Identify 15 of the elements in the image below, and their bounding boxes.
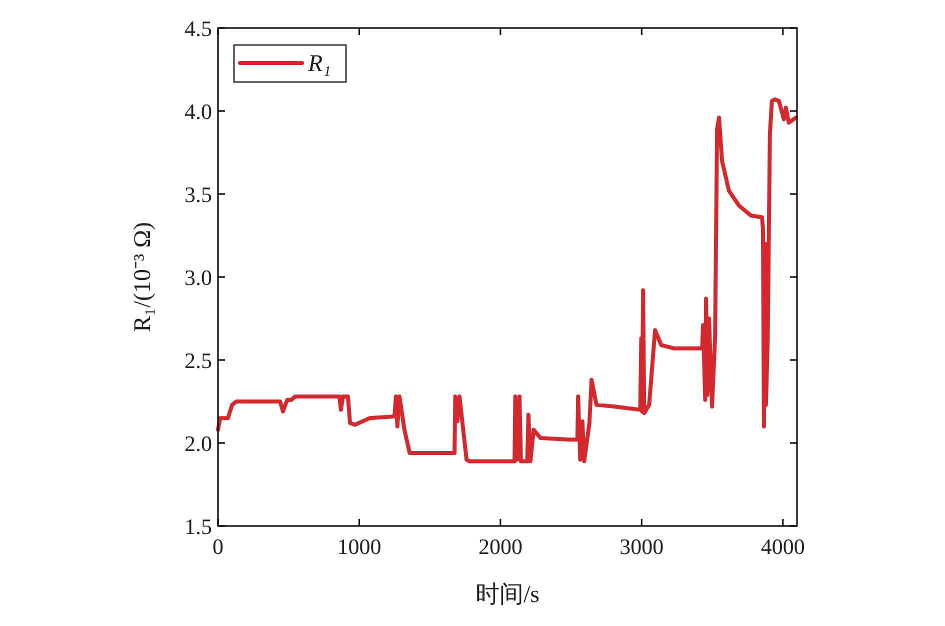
y-tick-label: 3.0 (184, 265, 212, 290)
y-axis-title: R₁/(10⁻³ Ω) (130, 222, 156, 332)
x-axis-title: 时间/s (475, 582, 540, 608)
y-tick-label: 4.0 (184, 99, 212, 124)
x-tick-label: 4000 (760, 534, 805, 559)
x-tick-label: 2000 (478, 534, 522, 559)
x-tick-label: 1000 (337, 534, 382, 559)
y-tick-label: 3.5 (184, 182, 212, 207)
y-tick-label: 2.5 (184, 348, 212, 373)
y-tick-label: 4.5 (184, 16, 212, 41)
x-tick-label: 0 (212, 534, 224, 559)
y-tick-label: 1.5 (184, 514, 212, 539)
x-tick-label: 3000 (620, 534, 664, 559)
y-tick-label: 2.0 (184, 431, 212, 456)
legend-label: R₁ (307, 51, 332, 77)
